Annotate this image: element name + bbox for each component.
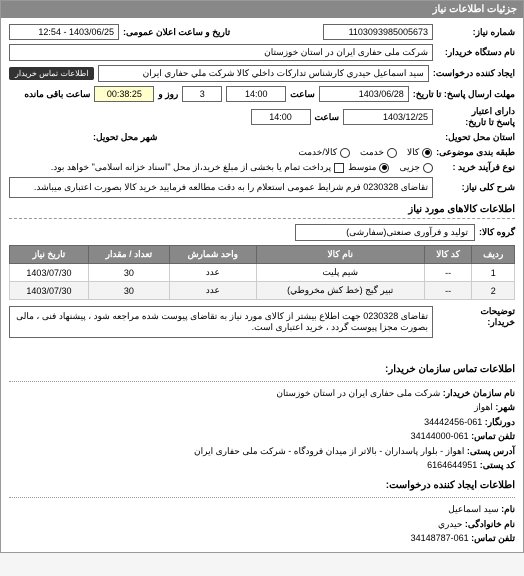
table-cell: تبير گيج (خط كش مخروطي) (256, 282, 424, 300)
reply-to-label: مهلت ارسال پاسخ: تا تاریخ: (413, 89, 515, 100)
summary-field: تقاضای 0230328 فرم شرایط عمومی استعلام ر… (9, 177, 433, 198)
org-field: شرکت ملی حفاری ایران در استان خوزستان (9, 44, 433, 61)
c-org-label: نام سازمان خریدار: (443, 388, 515, 398)
group-field: تولید و فرآوری صنعتی(سفارشی) (295, 224, 475, 241)
radio-icon (379, 163, 389, 173)
contact-info-button[interactable]: اطلاعات تماس خریدار (9, 67, 94, 80)
table-cell: 1403/07/30 (10, 282, 89, 300)
creator-header: اطلاعات ایجاد کننده درخواست: (9, 478, 515, 498)
announce-field: 1403/06/25 - 12:54 (9, 24, 119, 40)
buy-type-radio-group: جزیی متوسط (348, 162, 433, 173)
table-cell: 30 (88, 264, 169, 282)
c-addr-label: آدرس پستی: (467, 446, 515, 456)
req-no-label: شماره نیاز: (437, 27, 515, 38)
c-phone-label: تلفن تماس: (471, 431, 515, 441)
form-section: شماره نیاز: 1103093985005673 تاریخ و ساع… (1, 18, 523, 348)
buyer-notes: توضیحات خریدار: تقاضای 0230328 جهت اطلاع… (9, 306, 515, 338)
c-fax: 061-34442456 (424, 417, 482, 427)
radio-icon (340, 148, 350, 158)
buy-opt-jozi[interactable]: جزیی (399, 162, 433, 173)
req-no-field: 1103093985005673 (323, 24, 433, 40)
th-qty: تعداد / مقدار (88, 246, 169, 264)
buy-opt2-label: متوسط (348, 162, 376, 173)
radio-icon (423, 163, 433, 173)
c-addr: اهواز - بلوار پاسداران - بالاتر از میدان… (194, 446, 464, 456)
c-cphone-label: تلفن تماس: (471, 533, 515, 543)
creator-field: سيد اسماعيل حيدري كارشناس تداركات داخلي … (98, 65, 428, 82)
goods-section-header: اطلاعات کالاهای مورد نیاز (9, 204, 515, 219)
announce-label: تاریخ و ساعت اعلان عمومی: (123, 27, 230, 38)
table-cell: -- (424, 282, 472, 300)
pack-opt-both[interactable]: کالا/خدمت (298, 147, 350, 158)
pack-opt1-label: کالا (407, 147, 419, 158)
radio-icon (422, 148, 432, 158)
remain-label: ساعت باقی مانده (24, 89, 90, 100)
reply-date-field: 1403/06/28 (319, 86, 409, 102)
c-post-label: کد پستی: (480, 460, 515, 470)
c-cphone: 061-34148787 (411, 533, 469, 543)
group-label: گروه کالا: (479, 227, 515, 238)
buy-opt1-label: جزیی (399, 162, 420, 173)
table-cell: عدد (169, 282, 256, 300)
panel-title: جزئیات اطلاعات نیاز (1, 1, 523, 18)
valid-time-field: 14:00 (251, 109, 311, 125)
ostan-label: استان محل تحویل: (437, 132, 515, 143)
table-cell: 1 (472, 264, 515, 282)
valid-to-label: دارای اعتبار پاسخ تا تاریخ: (437, 106, 515, 128)
contact-section: اطلاعات تماس سازمان خریدار: نام سازمان خ… (1, 356, 523, 552)
radio-icon (387, 148, 397, 158)
table-cell: -- (424, 264, 472, 282)
summary-label: شرح کلی نیاز: (437, 182, 515, 193)
creator-label: ایجاد کننده درخواست: (433, 68, 515, 79)
remain-days-label: روز و (158, 89, 178, 100)
table-row: 2--تبير گيج (خط كش مخروطي)عدد301403/07/3… (10, 282, 515, 300)
buy-type-label: نوع فرآیند خرید : (437, 162, 515, 173)
table-row: 1--شیم پلیتعدد301403/07/30 (10, 264, 515, 282)
c-family: حيدري (438, 519, 462, 529)
table-cell: عدد (169, 264, 256, 282)
th-name: نام کالا (256, 246, 424, 264)
table-cell: 2 (472, 282, 515, 300)
checkbox-icon (334, 163, 344, 173)
buy-opt-motavaset[interactable]: متوسط (348, 162, 389, 173)
contact-header: اطلاعات تماس سازمان خریدار: (9, 362, 515, 382)
table-header-row: ردیف کد کالا نام کالا واحد شمارش تعداد /… (10, 246, 515, 264)
buy-note: پرداخت تمام یا بخشی از مبلغ خرید،از محل … (51, 162, 331, 173)
c-city-label: شهر: (495, 402, 515, 412)
c-post: 6164644951 (427, 460, 477, 470)
org-label: نام دستگاه خریدار: (437, 47, 515, 58)
pack-opt-kala[interactable]: کالا (407, 147, 432, 158)
city-label: شهر محل تحویل: (93, 132, 157, 143)
notes-label: توضیحات خریدار: (437, 306, 515, 328)
th-unit: واحد شمارش (169, 246, 256, 264)
pack-opt3-label: کالا/خدمت (298, 147, 337, 158)
packing-label: طبقه بندی موضوعی: (436, 147, 515, 158)
notes-text: تقاضای 0230328 جهت اطلاع بیشتر از کالای … (9, 306, 433, 338)
reply-time-label: ساعت (290, 89, 315, 100)
table-cell: 1403/07/30 (10, 264, 89, 282)
reply-time-field: 14:00 (226, 86, 286, 102)
th-row: ردیف (472, 246, 515, 264)
c-name: سيد اسماعيل (448, 504, 498, 514)
treasury-checkbox[interactable]: پرداخت تمام یا بخشی از مبلغ خرید،از محل … (51, 162, 344, 173)
pack-opt2-label: خدمت (360, 147, 384, 158)
c-name-label: نام: (501, 504, 515, 514)
c-fax-label: دورنگار: (485, 417, 515, 427)
valid-date-field: 1403/12/25 (343, 109, 433, 125)
remain-time-field: 00:38:25 (94, 86, 154, 102)
th-date: تاریخ نیاز (10, 246, 89, 264)
packing-radio-group: کالا خدمت کالا/خدمت (298, 147, 432, 158)
pack-opt-khedmat[interactable]: خدمت (360, 147, 397, 158)
c-family-label: نام خانوادگی: (465, 519, 515, 529)
details-panel: جزئیات اطلاعات نیاز شماره نیاز: 11030939… (0, 0, 524, 553)
th-code: کد کالا (424, 246, 472, 264)
c-phone: 061-34144000 (411, 431, 469, 441)
c-org: شرکت ملی حفاری ایران در استان خوزستان (276, 388, 440, 398)
table-cell: 30 (88, 282, 169, 300)
remain-days-field: 3 (182, 86, 222, 102)
valid-time-label: ساعت (315, 112, 340, 123)
table-cell: شیم پلیت (256, 264, 424, 282)
c-city: اهواز (474, 402, 493, 412)
goods-table: ردیف کد کالا نام کالا واحد شمارش تعداد /… (9, 245, 515, 300)
